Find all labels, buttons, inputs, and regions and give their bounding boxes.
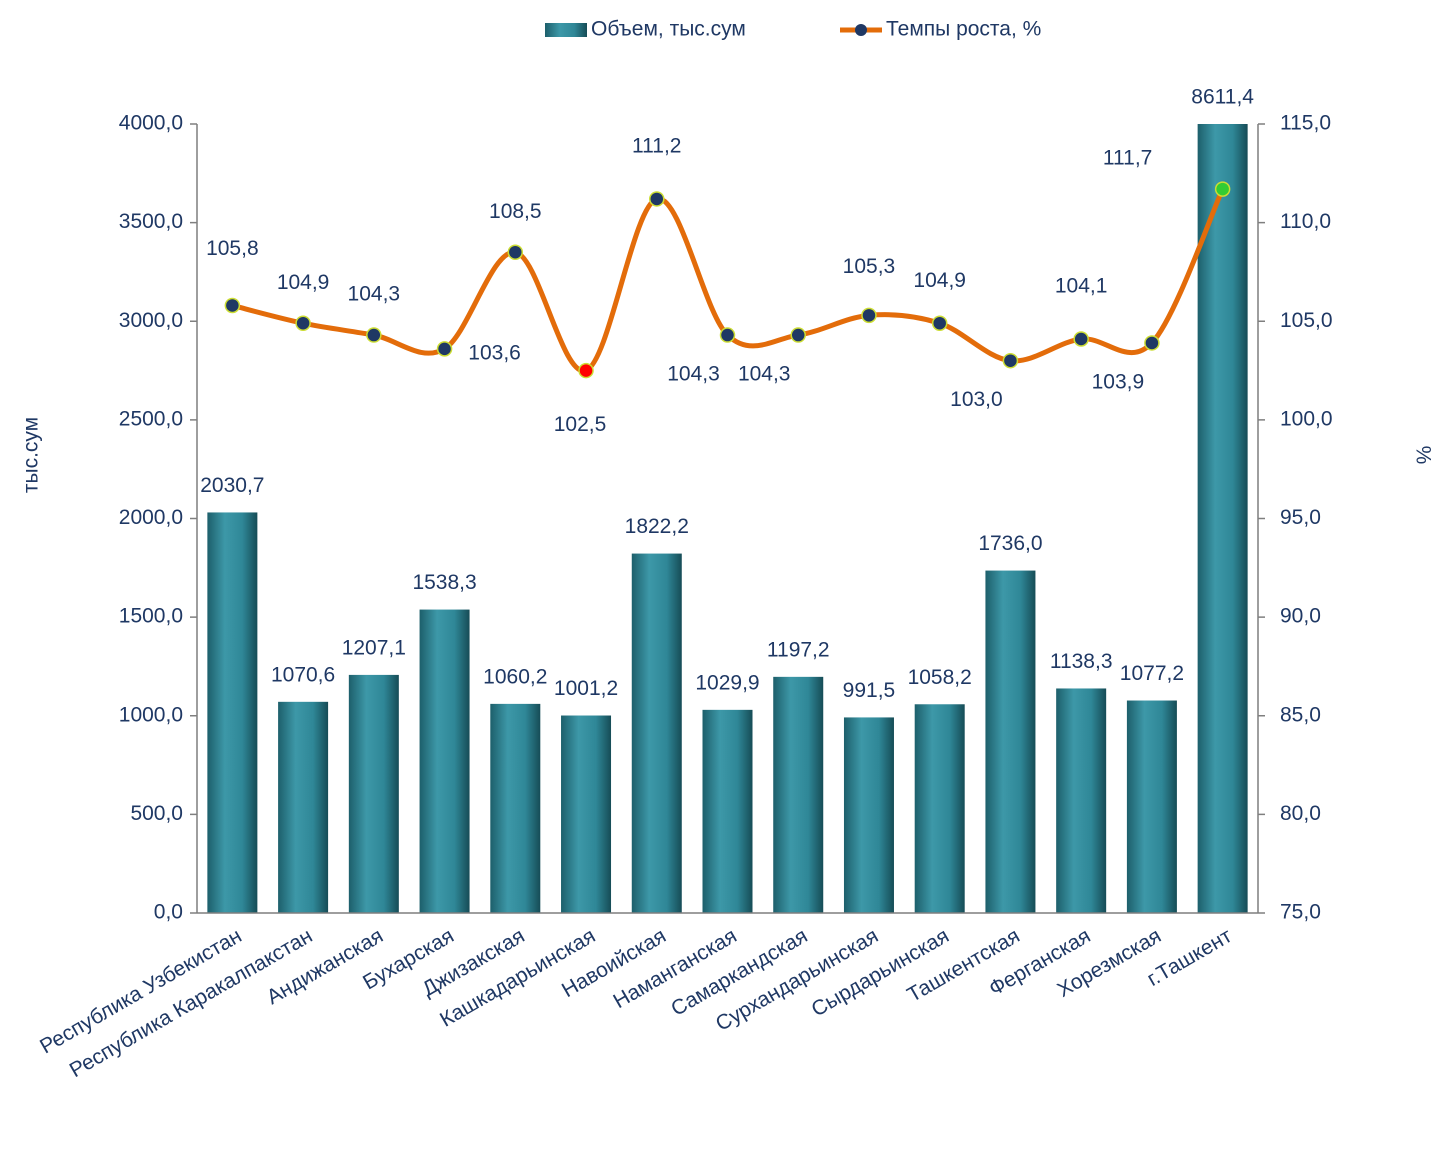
bar bbox=[914, 704, 965, 913]
bar bbox=[702, 709, 753, 913]
line-marker bbox=[224, 297, 241, 314]
bar-value-label: 2030,7 bbox=[200, 474, 264, 497]
bar bbox=[207, 512, 258, 913]
bar bbox=[490, 703, 541, 913]
bar-value-label: 1207,1 bbox=[342, 636, 406, 659]
y2-tick-label: 95,0 bbox=[1280, 506, 1321, 529]
y-axis-title: тыс.сум bbox=[20, 417, 43, 493]
line-marker bbox=[578, 362, 594, 379]
legend-label: Темпы роста, % bbox=[886, 18, 1041, 41]
y2-tick-label: 90,0 bbox=[1280, 605, 1321, 628]
bar-value-label: 991,5 bbox=[843, 679, 896, 702]
y-tick-label: 1000,0 bbox=[119, 703, 183, 726]
legend-swatch bbox=[545, 23, 587, 37]
legend-marker bbox=[855, 24, 867, 36]
line-value-label: 102,5 bbox=[554, 413, 607, 436]
bar bbox=[631, 553, 682, 913]
y2-tick-label: 85,0 bbox=[1280, 703, 1321, 726]
bar bbox=[419, 609, 470, 913]
line-value-label: 104,3 bbox=[738, 363, 791, 386]
y2-tick-label: 100,0 bbox=[1280, 407, 1333, 430]
bar-value-label: 1197,2 bbox=[767, 638, 830, 661]
line-marker bbox=[1002, 352, 1019, 369]
y-tick-label: 2000,0 bbox=[119, 506, 183, 529]
line-marker bbox=[649, 191, 665, 207]
bar-value-label: 1001,2 bbox=[554, 677, 618, 700]
bar bbox=[1056, 688, 1107, 913]
bar bbox=[278, 701, 329, 913]
bar bbox=[773, 676, 824, 913]
line-value-label: 104,9 bbox=[277, 271, 330, 294]
line-marker bbox=[295, 315, 311, 331]
line-marker bbox=[931, 315, 948, 331]
bar-value-label: 1077,2 bbox=[1120, 662, 1184, 685]
y-tick-label: 3500,0 bbox=[119, 210, 183, 233]
y2-tick-label: 75,0 bbox=[1280, 901, 1321, 924]
line-value-label: 104,3 bbox=[667, 363, 720, 386]
y-tick-label: 4000,0 bbox=[119, 112, 183, 135]
line-value-label: 104,1 bbox=[1055, 275, 1108, 298]
y-tick-label: 500,0 bbox=[130, 802, 183, 825]
bar-value-label: 1736,0 bbox=[978, 532, 1042, 555]
y-tick-label: 0,0 bbox=[154, 901, 183, 924]
line-marker bbox=[436, 341, 453, 357]
bar-value-label: 1070,6 bbox=[271, 663, 335, 686]
bar bbox=[985, 570, 1036, 913]
plot-area bbox=[207, 124, 1248, 913]
legend-label: Объем, тыс.сум bbox=[591, 18, 746, 41]
line-value-label: 103,6 bbox=[468, 341, 521, 364]
line bbox=[231, 188, 1225, 374]
y-tick-label: 3000,0 bbox=[119, 309, 183, 332]
line-marker bbox=[1144, 335, 1160, 351]
line-value-label: 105,3 bbox=[843, 255, 896, 278]
bar-value-label: 1138,3 bbox=[1050, 650, 1113, 673]
line-value-label: 104,3 bbox=[348, 283, 401, 306]
line-value-label: 105,8 bbox=[206, 237, 259, 260]
line-marker bbox=[366, 327, 382, 343]
y2-tick-label: 105,0 bbox=[1280, 309, 1333, 332]
y2-tick-label: 115,0 bbox=[1280, 112, 1331, 135]
y2-tick-label: 80,0 bbox=[1280, 802, 1321, 825]
bar bbox=[1197, 124, 1248, 913]
bar-value-label: 8611,4 bbox=[1191, 86, 1254, 109]
bar-value-label: 1538,3 bbox=[412, 571, 476, 594]
line-marker bbox=[790, 327, 806, 343]
line-value-label: 103,9 bbox=[1092, 370, 1145, 393]
line-marker bbox=[507, 244, 524, 260]
bar bbox=[1126, 700, 1177, 913]
bar-value-label: 1058,2 bbox=[908, 666, 972, 689]
line-marker bbox=[1214, 181, 1231, 197]
line-marker bbox=[1073, 331, 1089, 347]
line-marker bbox=[861, 307, 877, 324]
y-tick-label: 2500,0 bbox=[119, 407, 183, 430]
bar bbox=[348, 674, 399, 913]
bar-value-label: 1822,2 bbox=[625, 515, 689, 538]
bar-value-label: 1060,2 bbox=[483, 665, 547, 688]
y2-tick-label: 110,0 bbox=[1280, 210, 1331, 233]
y2-axis-title: % bbox=[1411, 446, 1434, 465]
line-value-label: 104,9 bbox=[913, 269, 966, 292]
bar-value-label: 1029,9 bbox=[695, 671, 759, 694]
bar bbox=[561, 715, 612, 913]
line-value-label: 111,2 bbox=[632, 135, 681, 158]
y-tick-label: 1500,0 bbox=[119, 605, 183, 628]
line-value-label: 103,0 bbox=[950, 388, 1003, 411]
line-marker bbox=[719, 327, 736, 343]
line-value-label: 108,5 bbox=[489, 200, 542, 223]
line-value-label: 111,7 bbox=[1103, 147, 1152, 170]
bar bbox=[843, 717, 894, 913]
